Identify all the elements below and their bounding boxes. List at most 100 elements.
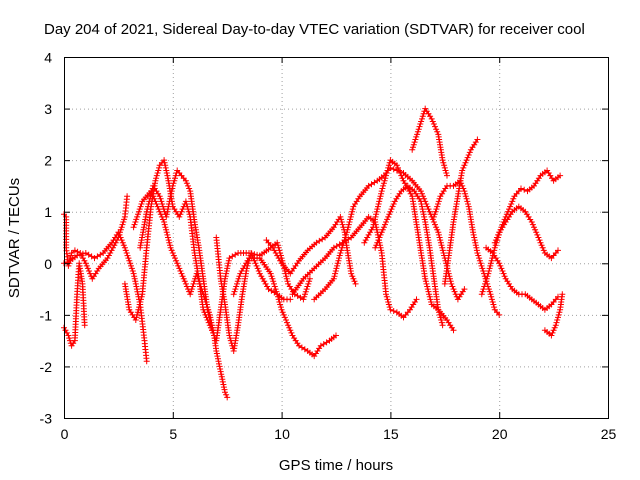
data-point-marker: [183, 180, 190, 187]
data-point-marker: [168, 247, 175, 254]
data-point-marker: [338, 219, 345, 225]
data-point-marker: [538, 242, 545, 249]
data-point-marker: [162, 224, 169, 231]
data-point-marker: [121, 244, 128, 251]
series-line: [313, 167, 466, 301]
data-point-marker: [395, 164, 401, 171]
data-point-marker: [150, 193, 157, 200]
series-track-6: [130, 188, 231, 401]
data-point-marker: [153, 172, 160, 179]
series-track-7: [213, 234, 294, 354]
data-point-marker: [422, 278, 429, 285]
data-point-marker: [332, 268, 339, 274]
series-track-9: [263, 213, 359, 287]
data-point-marker: [254, 265, 261, 272]
data-point-marker: [488, 293, 495, 300]
data-point-marker: [157, 195, 164, 202]
data-point-marker: [87, 270, 94, 277]
data-point-marker: [371, 219, 378, 225]
data-point-marker: [435, 198, 442, 205]
data-point-marker: [271, 283, 278, 290]
data-point-marker: [183, 201, 190, 207]
data-point-marker: [510, 195, 517, 202]
data-point-marker: [188, 286, 195, 293]
data-point-marker: [159, 201, 166, 207]
data-point-marker: [68, 250, 75, 256]
data-point-marker: [432, 123, 438, 130]
data-point-marker: [305, 280, 312, 287]
data-point-marker: [482, 280, 489, 287]
grid-lines: [64, 57, 608, 418]
data-point-marker: [165, 237, 172, 244]
data-point-marker: [378, 188, 385, 195]
data-point-marker: [373, 211, 380, 218]
data-point-marker: [281, 314, 288, 321]
data-point-marker: [380, 224, 387, 231]
series-track-16: [441, 136, 481, 287]
data-point-marker: [452, 291, 459, 298]
data-point-marker: [413, 296, 420, 303]
data-point-marker: [424, 283, 431, 290]
data-point-marker: [498, 265, 505, 272]
data-point-marker: [203, 301, 210, 308]
data-point-marker: [471, 237, 478, 244]
data-point-marker: [193, 270, 200, 277]
data-point-marker: [208, 319, 215, 326]
data-point-marker: [426, 291, 433, 298]
data-point-marker: [375, 201, 382, 207]
data-point-marker: [255, 268, 262, 274]
data-point-marker: [330, 275, 337, 282]
chart-title: Day 204 of 2021, Sidereal Day-to-day VTE…: [44, 21, 585, 38]
data-point-marker: [156, 164, 162, 171]
data-point-marker: [433, 224, 440, 231]
y-tick-label: -2: [40, 359, 53, 375]
data-point-marker: [436, 195, 443, 202]
data-point-marker: [496, 260, 503, 267]
data-point-marker: [451, 288, 458, 295]
data-point-marker: [278, 306, 285, 313]
data-point-marker: [488, 257, 495, 264]
data-point-marker: [463, 195, 470, 202]
data-point-marker: [258, 273, 265, 280]
data-point-marker: [157, 211, 164, 218]
data-point-marker: [531, 224, 537, 231]
data-point-marker: [122, 247, 129, 254]
data-point-marker: [375, 203, 381, 210]
data-point-marker: [539, 244, 546, 251]
data-point-marker: [152, 177, 159, 184]
data-point-marker: [196, 278, 203, 285]
data-point-marker: [461, 188, 468, 195]
data-point-marker: [421, 213, 428, 220]
data-point-marker: [479, 265, 486, 272]
data-point-marker: [182, 198, 189, 205]
data-point-marker: [465, 152, 472, 158]
data-point-marker: [223, 270, 230, 277]
data-point-marker: [186, 185, 193, 192]
data-point-marker: [166, 198, 173, 205]
data-point-marker: [152, 198, 159, 205]
series-track-14: [409, 105, 450, 179]
data-point-marker: [447, 278, 454, 285]
data-point-marker: [364, 234, 371, 241]
data-point-marker: [487, 291, 494, 298]
data-point-marker: [287, 327, 294, 334]
data-point-marker: [521, 186, 528, 193]
data-point-marker: [372, 213, 379, 220]
data-point-marker: [345, 224, 352, 231]
series-track-12: [361, 157, 457, 334]
data-point-marker: [138, 293, 145, 300]
y-tick-label: 2: [44, 153, 52, 169]
data-point-marker: [435, 229, 442, 236]
data-point-marker: [145, 203, 151, 210]
data-point-marker: [384, 167, 391, 174]
data-point-marker: [480, 268, 487, 274]
series-track-17: [478, 167, 564, 298]
data-point-marker: [165, 234, 171, 241]
data-point-marker: [162, 164, 169, 171]
data-point-marker: [222, 389, 228, 396]
series-track-10: [289, 213, 420, 321]
data-point-marker: [438, 319, 445, 326]
data-point-marker: [491, 304, 498, 311]
data-point-marker: [237, 270, 244, 277]
data-point-marker: [437, 314, 444, 321]
